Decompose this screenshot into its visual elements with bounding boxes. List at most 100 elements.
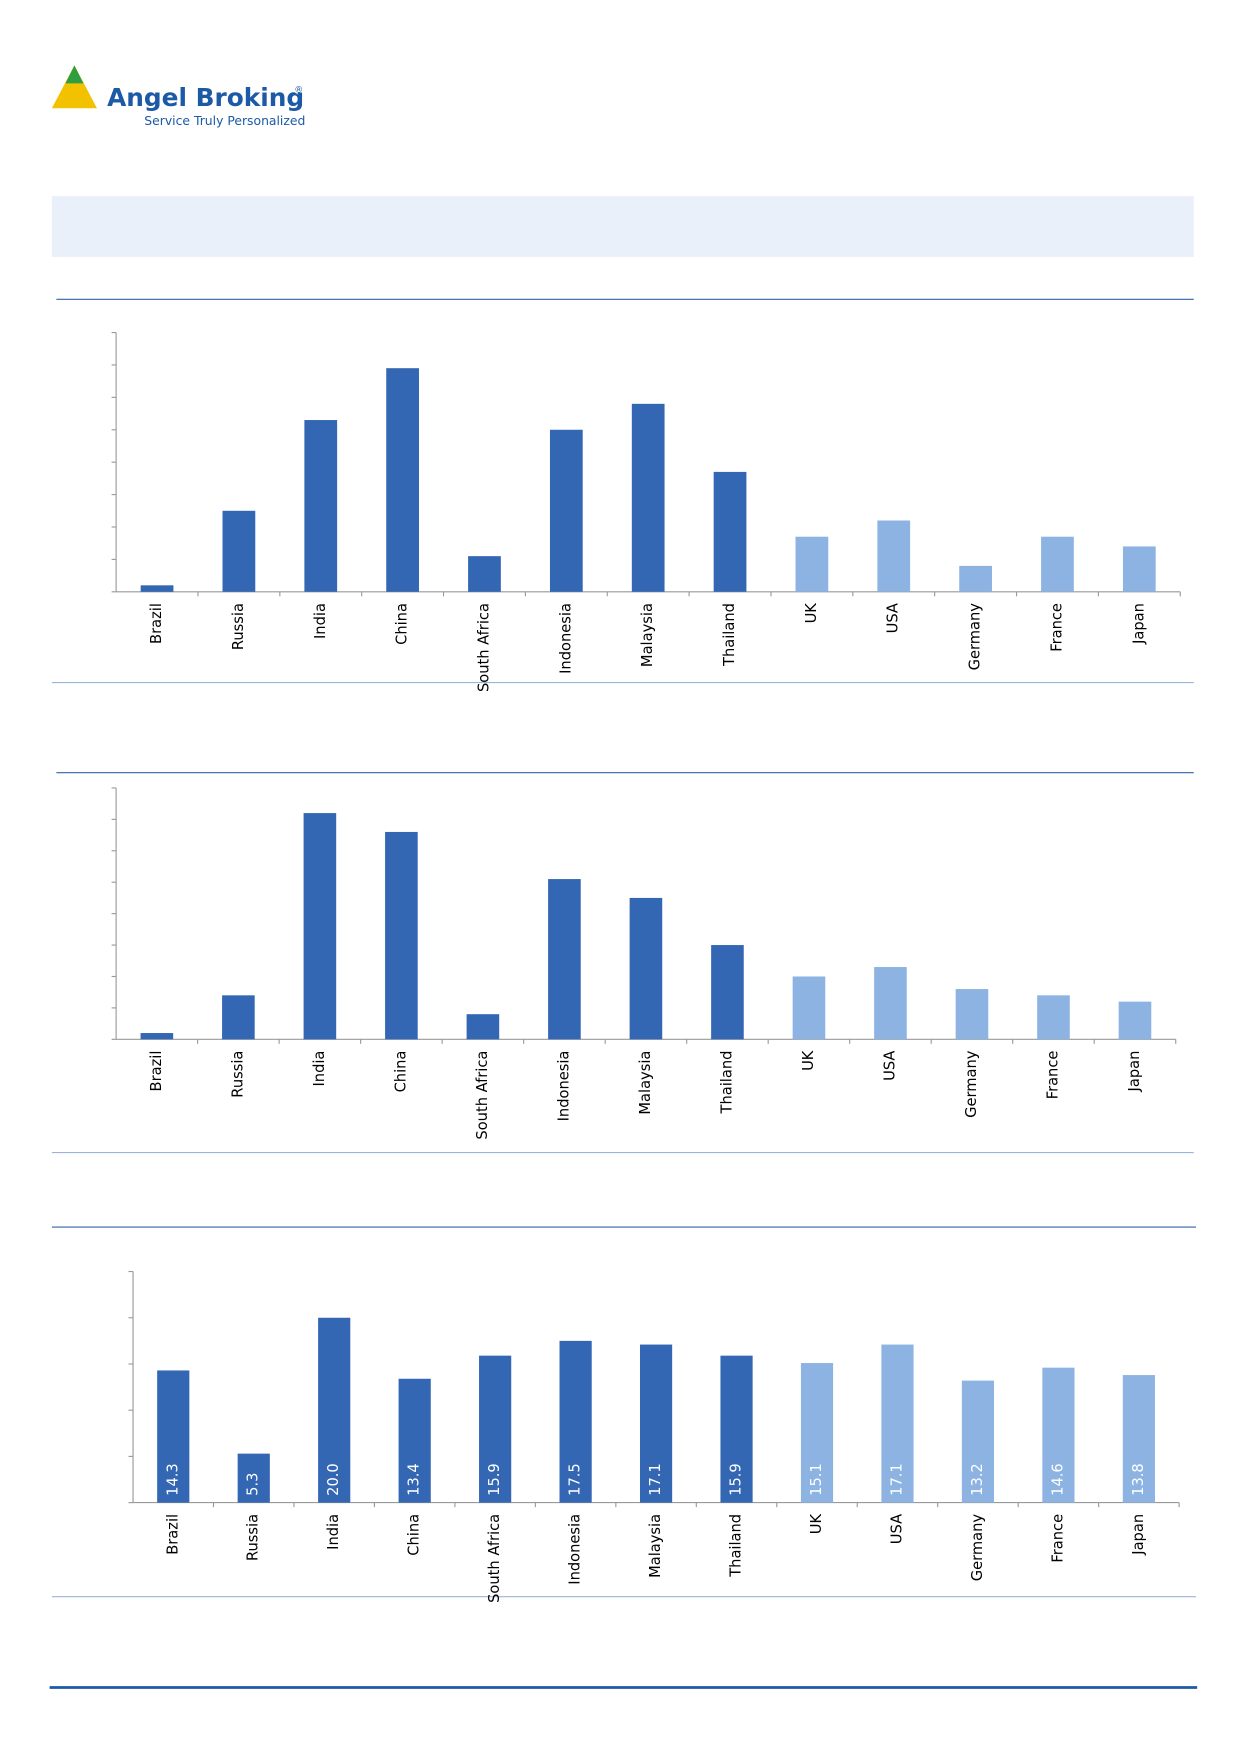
bar bbox=[629, 897, 663, 1040]
bar bbox=[468, 556, 501, 592]
x-tick-label: India bbox=[325, 1514, 342, 1550]
chart: Brazil Russia India China South Africa Indone… bbox=[111, 787, 1177, 1140]
value-label: 13.2 bbox=[969, 1463, 986, 1496]
bar bbox=[639, 1344, 673, 1503]
bar bbox=[713, 471, 747, 592]
bar bbox=[140, 1033, 174, 1040]
value-label: 13.4 bbox=[406, 1463, 423, 1496]
bar bbox=[385, 831, 418, 1040]
x-tick-label: USA bbox=[885, 603, 902, 633]
value-label: 15.9 bbox=[486, 1463, 503, 1496]
x-tick-label: China bbox=[406, 1514, 423, 1556]
x-tick-label: Russia bbox=[229, 1051, 246, 1098]
x-tick-label: UK bbox=[800, 1050, 817, 1071]
x-tick-label: China bbox=[392, 1051, 409, 1093]
logo-mark: ® bbox=[294, 86, 303, 96]
logo: Angel Broking ® Service Truly Personaliz… bbox=[51, 65, 305, 128]
bar bbox=[720, 1355, 753, 1503]
x-tick-label: USA bbox=[888, 1514, 905, 1544]
bar bbox=[559, 1340, 592, 1503]
bar bbox=[140, 585, 174, 592]
chart: Brazil 14.3 Russia 5.3 India 20.0 China 13.4 Sou… bbox=[128, 1270, 1180, 1603]
bar bbox=[711, 945, 744, 1040]
x-tick-label: Russia bbox=[230, 603, 247, 650]
x-tick-label: Thailand bbox=[718, 1051, 735, 1115]
bar bbox=[222, 995, 255, 1040]
bar bbox=[398, 1378, 431, 1503]
bar bbox=[881, 1344, 914, 1503]
x-tick-label: Indonesia bbox=[557, 603, 574, 674]
x-tick-label: Indonesia bbox=[567, 1514, 584, 1585]
bar bbox=[548, 879, 581, 1040]
bar bbox=[1041, 536, 1074, 592]
logo-icon bbox=[51, 65, 97, 109]
x-tick-label: Brazil bbox=[164, 1514, 181, 1555]
bar bbox=[795, 536, 829, 592]
bar bbox=[874, 967, 907, 1040]
banner bbox=[51, 196, 1194, 258]
x-tick-label: Malaysia bbox=[637, 1051, 654, 1115]
x-tick-label: South Africa bbox=[486, 1514, 503, 1603]
value-label: 17.1 bbox=[647, 1463, 664, 1496]
bar bbox=[800, 1363, 834, 1503]
x-tick-label: Japan bbox=[1126, 1051, 1143, 1093]
x-tick-label: South Africa bbox=[475, 603, 492, 692]
bar bbox=[1037, 995, 1070, 1040]
bar bbox=[237, 1453, 270, 1503]
bar bbox=[222, 510, 256, 592]
value-label: 17.1 bbox=[888, 1463, 905, 1496]
bar bbox=[955, 989, 989, 1040]
x-tick-label: Thailand bbox=[728, 1514, 745, 1578]
x-tick-label: Indonesia bbox=[555, 1051, 572, 1122]
x-tick-label: France bbox=[1044, 1051, 1061, 1100]
bar bbox=[466, 1014, 500, 1040]
x-tick-label: South Africa bbox=[474, 1051, 491, 1140]
bar bbox=[1122, 1375, 1155, 1503]
bar bbox=[157, 1370, 190, 1503]
bar bbox=[318, 1317, 351, 1503]
x-tick-label: China bbox=[394, 603, 411, 645]
value-label: 17.5 bbox=[567, 1463, 584, 1496]
logo-icon-top bbox=[65, 65, 84, 84]
bar bbox=[549, 429, 583, 592]
bar bbox=[1122, 546, 1156, 592]
value-label: 14.3 bbox=[164, 1463, 181, 1496]
x-tick-label: Brazil bbox=[148, 603, 165, 644]
x-tick-label: India bbox=[312, 603, 329, 639]
logo-title: Angel Broking bbox=[107, 83, 304, 112]
logo-tagline: Service Truly Personalized bbox=[144, 113, 305, 128]
x-tick-label: Japan bbox=[1130, 1514, 1147, 1556]
rules bbox=[49, 298, 1198, 1689]
x-tick-label: Japan bbox=[1130, 603, 1147, 645]
x-tick-label: India bbox=[311, 1051, 328, 1087]
value-label: 15.9 bbox=[728, 1463, 745, 1496]
bar bbox=[1118, 1001, 1152, 1040]
x-tick-label: Malaysia bbox=[647, 1514, 664, 1578]
bar bbox=[631, 403, 665, 592]
x-tick-label: Germany bbox=[963, 1050, 980, 1118]
value-label: 5.3 bbox=[245, 1473, 262, 1496]
bar bbox=[304, 420, 338, 592]
value-label: 13.8 bbox=[1130, 1463, 1147, 1496]
x-tick-label: Russia bbox=[245, 1514, 262, 1561]
x-tick-label: USA bbox=[881, 1051, 898, 1081]
bar bbox=[961, 1380, 995, 1503]
value-label: 20.0 bbox=[325, 1463, 342, 1496]
x-tick-label: UK bbox=[803, 603, 820, 624]
chart: Brazil Russia India China South Africa Indone… bbox=[111, 331, 1181, 692]
bar bbox=[386, 368, 419, 592]
bar bbox=[792, 976, 826, 1040]
value-label: 14.6 bbox=[1049, 1463, 1066, 1496]
x-tick-label: France bbox=[1049, 1514, 1066, 1563]
value-label: 15.1 bbox=[808, 1463, 825, 1496]
x-tick-label: France bbox=[1048, 603, 1065, 652]
x-tick-label: Thailand bbox=[721, 603, 738, 667]
x-tick-label: Germany bbox=[969, 1514, 986, 1582]
x-tick-label: Malaysia bbox=[639, 603, 656, 667]
x-tick-label: Germany bbox=[967, 603, 984, 671]
bar bbox=[303, 813, 337, 1040]
x-tick-label: UK bbox=[808, 1514, 825, 1535]
bar bbox=[1042, 1367, 1075, 1503]
